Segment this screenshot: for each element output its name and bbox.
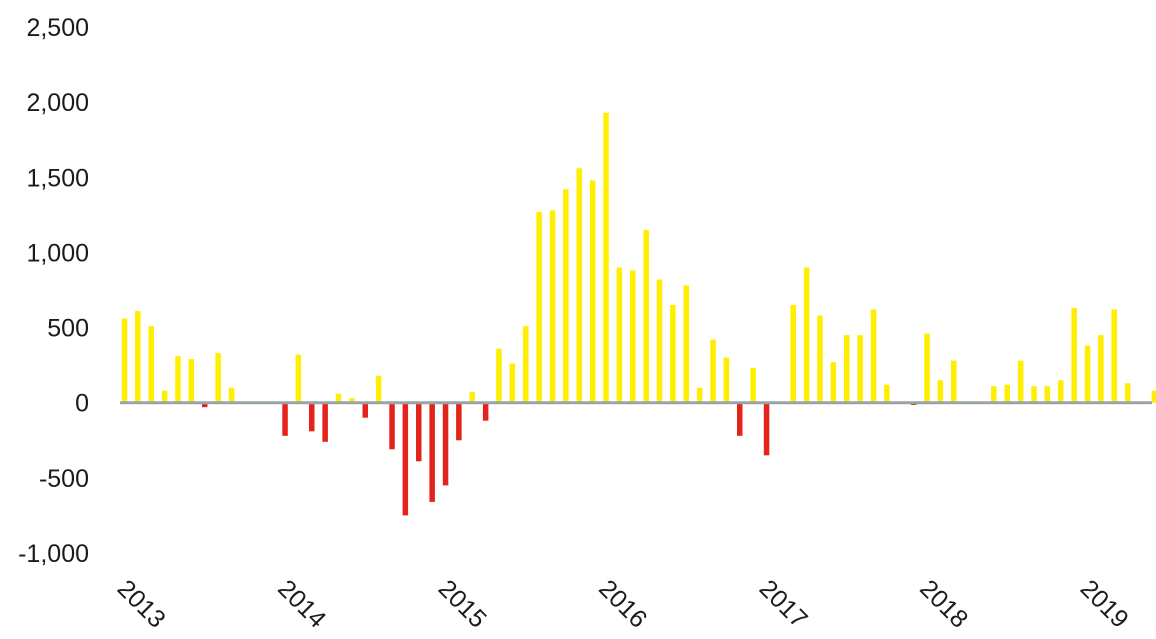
bar-positive xyxy=(696,387,703,403)
bar-positive xyxy=(135,311,141,403)
bar-positive xyxy=(830,362,837,403)
bar-positive xyxy=(656,279,663,403)
bar-positive xyxy=(844,335,850,403)
bar-negative xyxy=(416,402,422,462)
bar-positive xyxy=(683,285,689,403)
x-tick-label: 2017 xyxy=(754,574,813,633)
x-tick-label: 2015 xyxy=(433,574,492,633)
x-tick-label: 2013 xyxy=(112,574,171,633)
bar-positive xyxy=(1098,335,1104,403)
bar-positive xyxy=(1044,386,1051,403)
y-tick-label: -500 xyxy=(39,465,89,493)
x-tick-label: 2016 xyxy=(593,574,652,633)
y-tick-label: 1,500 xyxy=(26,164,89,192)
y-tick-label: -1,000 xyxy=(18,540,89,568)
bar-positive xyxy=(375,375,382,403)
bar-positive xyxy=(175,356,181,403)
bar-positive xyxy=(496,348,502,403)
bar-negative xyxy=(402,402,409,516)
x-axis-tick-labels: 2013 2014 2015 2016 2017 2018 2019 xyxy=(112,574,1134,633)
y-tick-label: 2,000 xyxy=(26,89,89,117)
bar-negative xyxy=(456,402,462,441)
bar-positive xyxy=(549,210,556,403)
bar-positive xyxy=(1151,390,1156,403)
bar-positive xyxy=(951,360,957,403)
bar-positive xyxy=(536,211,542,403)
bar-series xyxy=(121,112,1156,516)
bar-positive xyxy=(803,267,810,403)
bar-negative xyxy=(282,402,288,436)
bar-positive xyxy=(1084,345,1091,403)
bar-negative xyxy=(322,402,328,442)
bar-negative xyxy=(202,402,208,408)
bar-positive xyxy=(1004,384,1010,403)
bar-positive xyxy=(723,357,730,403)
bar-negative xyxy=(482,402,489,421)
bar-positive xyxy=(1058,380,1064,403)
bar-positive xyxy=(1071,308,1077,403)
bar-positive xyxy=(710,339,716,403)
y-tick-label: 1,000 xyxy=(26,239,89,267)
bar-negative xyxy=(737,402,743,436)
bar-positive xyxy=(576,168,582,403)
bar-positive xyxy=(148,326,154,403)
bar-positive xyxy=(215,353,221,403)
bar-positive xyxy=(228,387,235,403)
bar-positive xyxy=(857,335,863,403)
bar-positive xyxy=(121,318,128,403)
x-tick-label: 2014 xyxy=(272,574,331,633)
y-axis-tick-labels: 2,500 2,000 1,500 1,000 500 0 -500 -1,000 xyxy=(18,14,89,568)
x-tick-label: 2018 xyxy=(914,574,973,633)
bar-positive xyxy=(870,309,877,403)
x-tick-label: 2019 xyxy=(1075,574,1134,633)
bar-positive xyxy=(161,390,168,403)
bar-positive xyxy=(349,398,355,403)
bar-negative xyxy=(442,402,449,486)
bar-positive xyxy=(750,368,756,403)
bar-positive xyxy=(563,189,569,403)
bar-positive xyxy=(188,359,195,403)
bar-positive xyxy=(670,305,676,403)
bar-positive xyxy=(1124,383,1131,403)
bar-positive xyxy=(1111,309,1117,403)
bar-positive xyxy=(523,326,529,403)
y-tick-label: 2,500 xyxy=(26,14,89,42)
bar-positive xyxy=(630,270,636,403)
bar-positive xyxy=(1031,386,1037,403)
bar-positive xyxy=(817,315,823,403)
bar-positive xyxy=(335,393,342,403)
bar-positive xyxy=(643,229,649,403)
bar-positive xyxy=(616,267,623,403)
y-tick-label: 0 xyxy=(75,390,89,418)
bar-positive xyxy=(295,354,302,403)
bar-negative xyxy=(309,402,315,432)
y-tick-label: 500 xyxy=(47,315,89,343)
bar-positive xyxy=(991,386,997,403)
bar-negative xyxy=(389,402,395,450)
bar-positive xyxy=(603,112,609,403)
bar-negative xyxy=(362,402,368,418)
bar-positive xyxy=(924,333,930,403)
bar-negative xyxy=(429,402,435,502)
bar-positive xyxy=(790,305,796,403)
bar-negative xyxy=(763,402,770,456)
bar-positive xyxy=(1017,360,1024,403)
bar-positive xyxy=(469,392,475,403)
bar-positive xyxy=(884,384,890,403)
bar-positive xyxy=(937,380,944,403)
bar-positive xyxy=(589,180,596,403)
bar-positive xyxy=(509,363,516,403)
